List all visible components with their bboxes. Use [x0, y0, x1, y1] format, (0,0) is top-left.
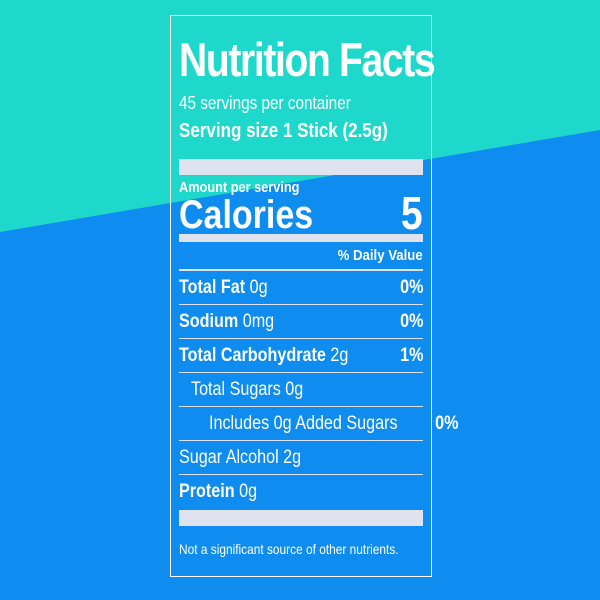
- row-divider: [179, 338, 423, 339]
- row-divider: [179, 304, 423, 305]
- nutrient-row-sugar-alcohol: Sugar Alcohol 2g: [179, 441, 423, 474]
- thick-divider-bottom: [179, 510, 423, 526]
- row-divider: [179, 474, 423, 475]
- calories-value: 5: [401, 187, 423, 239]
- nutrient-row-protein: Protein 0g: [179, 475, 423, 508]
- serving-size-value: 1 Stick (2.5g): [282, 120, 388, 142]
- nutrient-daily-value: 0%: [434, 412, 459, 434]
- nutrient-name: Sodium: [179, 310, 239, 332]
- nutrient-name: Total Carbohydrate: [179, 344, 326, 366]
- row-divider: [179, 440, 423, 441]
- calories-row: Calories 5: [179, 190, 423, 237]
- background-teal: [0, 0, 600, 232]
- serving-size: Serving size 1 Stick (2.5g): [179, 119, 388, 143]
- nutrient-row-total-carbohydrate: Total Carbohydrate 2g 1%: [179, 339, 423, 372]
- servings-per-container: 45 servings per container: [179, 93, 351, 113]
- nutrient-name: Total Fat: [179, 276, 246, 298]
- nutrient-daily-value: 0%: [399, 276, 423, 298]
- nutrient-name: Protein: [179, 480, 235, 502]
- nutrient-amount: 2g: [330, 344, 349, 366]
- thick-divider: [179, 159, 423, 175]
- nutrient-row-total-fat: Total Fat 0g 0%: [179, 271, 423, 304]
- serving-size-label: Serving size: [179, 120, 279, 142]
- nutrient-name: Total Sugars: [191, 378, 281, 400]
- nutrient-amount: 0g: [249, 276, 268, 298]
- amount-per-serving: Amount per serving: [179, 179, 300, 196]
- row-divider: [179, 372, 423, 373]
- row-divider: [179, 406, 423, 407]
- nutrition-facts-label: Nutrition Facts 45 servings per containe…: [170, 15, 458, 577]
- nutrient-row-added-sugars: Includes 0g Added Sugars 0%: [179, 407, 458, 440]
- nutrient-name: Includes 0g Added Sugars: [209, 412, 398, 434]
- nutrient-amount: 0mg: [242, 310, 275, 332]
- nutrient-row-total-sugars: Total Sugars 0g: [179, 373, 423, 406]
- nutrient-row-sodium: Sodium 0mg 0%: [179, 305, 423, 338]
- medium-divider: [179, 234, 423, 242]
- footnote: Not a significant source of other nutrie…: [179, 541, 399, 557]
- daily-value-header: % Daily Value: [179, 242, 423, 269]
- daily-value-header-text: % Daily Value: [337, 247, 423, 264]
- nutrient-daily-value: 0%: [399, 310, 423, 332]
- nutrient-amount: 0g: [285, 378, 304, 400]
- label-title: Nutrition Facts: [179, 33, 436, 86]
- thin-divider: [179, 269, 423, 271]
- nutrient-name: Sugar Alcohol: [179, 446, 279, 468]
- nutrient-daily-value: 1%: [399, 344, 423, 366]
- calories-label: Calories: [179, 193, 314, 237]
- nutrient-amount: 0g: [239, 480, 258, 502]
- nutrient-amount: 2g: [283, 446, 302, 468]
